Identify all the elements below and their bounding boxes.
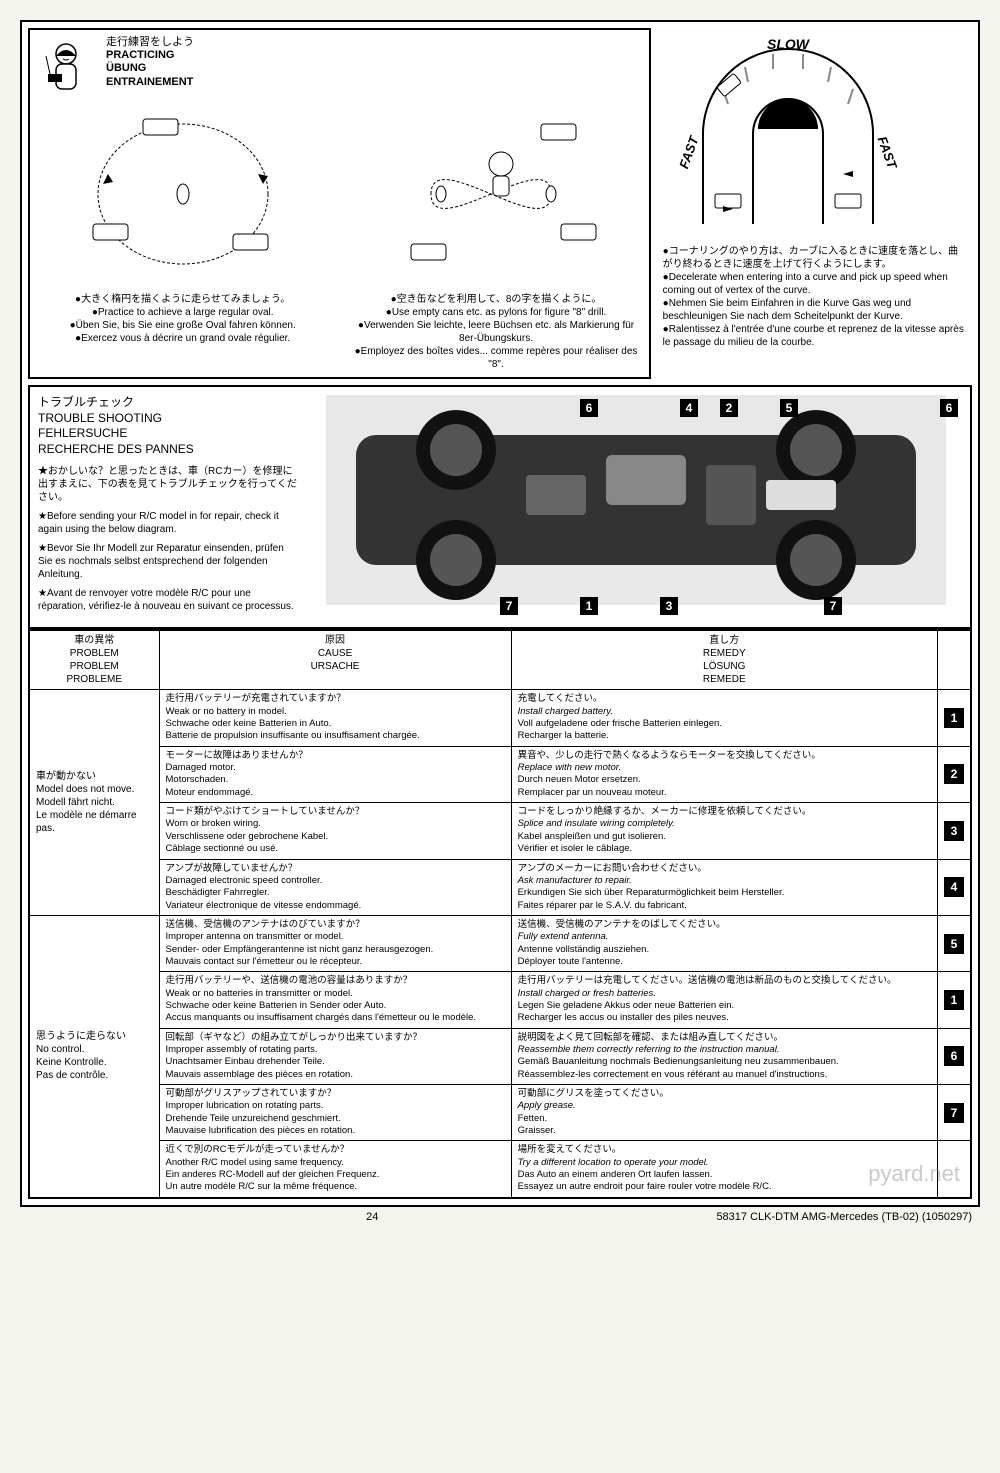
cause-cell: 送信機、受信機のアンテナはのびていますか？Improper antenna on… [159, 915, 511, 971]
table-row: アンプが故障していませんか？Damaged electronic speed c… [29, 859, 971, 915]
row-number-cell: 2 [938, 746, 972, 802]
th-remedy: 直し方 REMEDY LÖSUNG REMEDE [511, 630, 937, 690]
cause-cell: アンプが故障していませんか？Damaged electronic speed c… [159, 859, 511, 915]
remedy-cell: コードをしっかり絶縁するか、メーカーに修理を依頼してください。Splice an… [511, 803, 937, 859]
trouble-title-en: TROUBLE SHOOTING [38, 411, 298, 427]
practice-title-de: ÜBUNG [106, 62, 194, 75]
cause-cell: 近くで別のRCモデルが走っていませんか？Another R/C model us… [159, 1141, 511, 1198]
remedy-cell: アンプのメーカーにお問い合わせください。Ask manufacturer to … [511, 859, 937, 915]
row-number-cell: 1 [938, 972, 972, 1028]
remedy-cell: 可動部にグリスを塗ってください。Apply grease.Fetten.Grai… [511, 1085, 937, 1141]
callout-1: 1 [580, 597, 598, 615]
row-number-cell [938, 1141, 972, 1198]
row-number-cell: 1 [938, 690, 972, 746]
oval-note-de: ●Üben Sie, bis Sie eine große Oval fahre… [36, 319, 329, 332]
curve-note-jp: ●コーナリングのやり方は、カーブに入るときに速度を落とし、曲がり終わるときに速度… [663, 245, 966, 271]
figure8-drill-icon [371, 104, 621, 284]
oval-note-en: ●Practice to achieve a large regular ova… [36, 306, 329, 319]
practice-title-fr: ENTRAINEMENT [106, 76, 194, 89]
curve-note-en: ●Decelerate when entering into a curve a… [663, 271, 966, 297]
fig8-note-jp: ●空き缶などを利用して、8の字を描くように。 [349, 293, 642, 306]
boy-with-remote-icon [36, 36, 96, 96]
row-number-cell: 5 [938, 915, 972, 971]
cause-cell: 可動部がグリスアップされていますか？Improper lubrication o… [159, 1085, 511, 1141]
trouble-table: 車の異常 PROBLEM PROBLEM PROBLEME 原因 CAUSE U… [28, 629, 972, 1198]
top-section: 走行練習をしよう PRACTICING ÜBUNG ENTRAINEMENT [28, 28, 972, 379]
remedy-cell: 走行用バッテリーは充電してください。送信機の電池は新品のものと交換してください。… [511, 972, 937, 1028]
table-row: 近くで別のRCモデルが走っていませんか？Another R/C model us… [29, 1141, 971, 1198]
cause-cell: コード類がやぶけてショートしていませんか？Worn or broken wiri… [159, 803, 511, 859]
trouble-note-fr: ★Avant de renvoyer votre modèle R/C pour… [38, 587, 298, 613]
callout-6a: 6 [580, 399, 598, 417]
remedy-cell: 異音や、少しの走行で熱くなるようならモーターを交換してください。Replace … [511, 746, 937, 802]
trouble-title-fr: RECHERCHE DES PANNES [38, 442, 298, 458]
callout-6b: 6 [940, 399, 958, 417]
page-number: 24 [366, 1211, 378, 1223]
svg-text:SLOW: SLOW [767, 36, 811, 52]
remedy-cell: 送信機、受信機のアンテナをのばしてください。Fully extend anten… [511, 915, 937, 971]
fig8-note-en: ●Use empty cans etc. as pylons for figur… [349, 306, 642, 319]
callout-5: 5 [780, 399, 798, 417]
practice-title-en: PRACTICING [106, 49, 194, 62]
fig8-note-fr: ●Employez des boîtes vides... comme repè… [349, 345, 642, 371]
remedy-cell: 説明図をよく見て回転部を確認、または組み直してください。Reassemble t… [511, 1028, 937, 1084]
table-row: 回転部（ギヤなど）の組み立てがしっかり出来ていますか？Improper asse… [29, 1028, 971, 1084]
row-number-cell: 4 [938, 859, 972, 915]
page-footer: 24 58317 CLK-DTM AMG-Mercedes (TB-02) (1… [20, 1207, 980, 1227]
svg-text:FAST: FAST [676, 133, 702, 170]
trouble-note-jp: ★おかしいな？と思ったときは、車（RCカー）を修理に出すまえに、下の表を見てトラ… [38, 465, 298, 504]
trouble-note-de: ★Bevor Sie Ihr Modell zur Reparatur eins… [38, 542, 298, 581]
table-row: 可動部がグリスアップされていますか？Improper lubrication o… [29, 1085, 971, 1141]
table-row: 思うように走らないNo control.Keine Kontrolle.Pas … [29, 915, 971, 971]
row-number-cell: 6 [938, 1028, 972, 1084]
table-row: 走行用バッテリーや、送信機の電池の容量はありますか？Weak or no bat… [29, 972, 971, 1028]
svg-text:FAST: FAST [874, 134, 900, 171]
curve-note-fr: ●Ralentissez à l'entrée d'une courbe et … [663, 323, 966, 349]
remedy-cell: 充電してください。Install charged battery.Voll au… [511, 690, 937, 746]
row-number-cell: 7 [938, 1085, 972, 1141]
th-num [938, 630, 972, 690]
callout-7b: 7 [824, 597, 842, 615]
row-number-cell: 3 [938, 803, 972, 859]
curve-diagram-icon: SLOW FAST FAST [663, 34, 913, 234]
callout-2: 2 [720, 399, 738, 417]
remedy-cell: 場所を変えてください。Try a different location to o… [511, 1141, 937, 1198]
trouble-note-en: ★Before sending your R/C model in for re… [38, 510, 298, 536]
th-problem: 車の異常 PROBLEM PROBLEM PROBLEME [29, 630, 159, 690]
cause-cell: 走行用バッテリーや、送信機の電池の容量はありますか？Weak or no bat… [159, 972, 511, 1028]
trouble-title-de: FEHLERSUCHE [38, 426, 298, 442]
practice-panel: 走行練習をしよう PRACTICING ÜBUNG ENTRAINEMENT [28, 28, 651, 379]
curve-panel: SLOW FAST FAST ●コーナリングのやり方は、カーブに入るときに速度を… [657, 28, 972, 379]
table-row: 車が動かないModel does not move.Modell fährt n… [29, 690, 971, 746]
cause-cell: モーターに故障はありませんか？Damaged motor.Motorschade… [159, 746, 511, 802]
callout-7a: 7 [500, 597, 518, 615]
practice-title-jp: 走行練習をしよう [106, 36, 194, 49]
oval-drill-icon [83, 104, 283, 284]
callout-4: 4 [680, 399, 698, 417]
table-row: コード類がやぶけてショートしていませんか？Worn or broken wiri… [29, 803, 971, 859]
trouble-title-jp: トラブルチェック [38, 395, 298, 411]
oval-note-fr: ●Exercez vous à décrire un grand ovale r… [36, 332, 329, 345]
trouble-header: トラブルチェック TROUBLE SHOOTING FEHLERSUCHE RE… [28, 385, 972, 629]
footer-ref: 58317 CLK-DTM AMG-Mercedes (TB-02) (1050… [716, 1211, 972, 1223]
cause-cell: 回転部（ギヤなど）の組み立てがしっかり出来ていますか？Improper asse… [159, 1028, 511, 1084]
table-row: モーターに故障はありませんか？Damaged motor.Motorschade… [29, 746, 971, 802]
callout-3: 3 [660, 597, 678, 615]
chassis-photo: 6 4 2 5 6 7 1 3 7 [310, 395, 962, 619]
problem-cell: 思うように走らないNo control.Keine Kontrolle.Pas … [29, 915, 159, 1197]
th-cause: 原因 CAUSE URSACHE [159, 630, 511, 690]
problem-cell: 車が動かないModel does not move.Modell fährt n… [29, 690, 159, 916]
fig8-note-de: ●Verwenden Sie leichte, leere Büchsen et… [349, 319, 642, 345]
oval-note-jp: ●大きく楕円を描くように走らせてみましょう。 [36, 293, 329, 306]
curve-note-de: ●Nehmen Sie beim Einfahren in die Kurve … [663, 297, 966, 323]
cause-cell: 走行用バッテリーが充電されていますか？Weak or no battery in… [159, 690, 511, 746]
